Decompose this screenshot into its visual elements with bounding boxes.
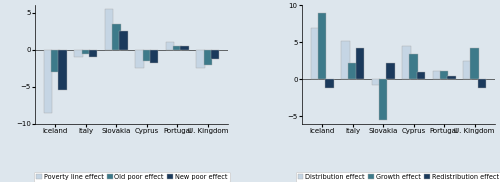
Bar bbox=[318, 13, 326, 79]
Bar bbox=[372, 79, 380, 85]
Legend: Poverty line effect, Old poor effect, New poor effect: Poverty line effect, Old poor effect, Ne… bbox=[34, 172, 230, 182]
Bar bbox=[112, 24, 120, 50]
Bar bbox=[173, 46, 182, 50]
Bar bbox=[325, 79, 334, 88]
Bar bbox=[410, 54, 418, 79]
Legend: Distribution effect, Growth effect, Redistribution effect: Distribution effect, Growth effect, Redi… bbox=[296, 172, 500, 182]
Bar bbox=[150, 50, 158, 63]
Bar bbox=[166, 42, 174, 50]
Bar bbox=[196, 50, 205, 68]
Bar bbox=[74, 50, 83, 57]
Bar bbox=[440, 70, 448, 79]
Bar bbox=[463, 61, 471, 79]
Bar bbox=[447, 76, 456, 79]
Bar bbox=[44, 50, 52, 113]
Bar bbox=[204, 50, 212, 65]
Bar bbox=[379, 79, 388, 120]
Bar bbox=[310, 28, 319, 79]
Bar bbox=[341, 41, 349, 79]
Bar bbox=[82, 50, 90, 54]
Bar bbox=[58, 50, 67, 90]
Bar bbox=[356, 48, 364, 79]
Bar bbox=[136, 50, 144, 68]
Bar bbox=[402, 46, 410, 79]
Bar bbox=[180, 46, 189, 50]
Bar bbox=[211, 50, 220, 59]
Bar bbox=[120, 31, 128, 50]
Bar bbox=[470, 48, 479, 79]
Bar bbox=[89, 50, 98, 57]
Bar bbox=[478, 79, 486, 88]
Bar bbox=[142, 50, 151, 61]
Bar bbox=[416, 72, 425, 79]
Bar bbox=[386, 63, 394, 79]
Bar bbox=[105, 9, 114, 50]
Bar bbox=[432, 70, 441, 79]
Bar bbox=[348, 63, 357, 79]
Bar bbox=[51, 50, 60, 72]
